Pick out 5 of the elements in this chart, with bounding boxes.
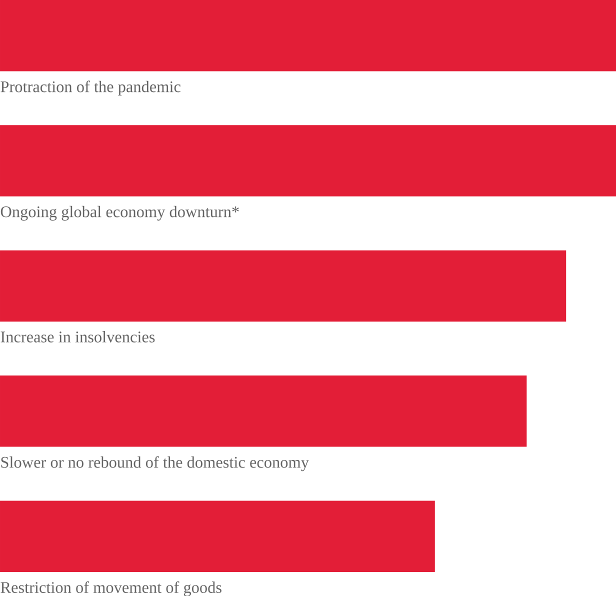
y-tick-label: Slower or no rebound of the domestic economy (1, 456, 309, 471)
y-tick-label: Ongoing global economy downturn* (0, 206, 239, 220)
y-tick-label: Increase in insolvencies (0, 330, 155, 342)
y-tick-label: Restriction of movement of goods (0, 581, 222, 596)
y-tick-label: Protraction of the pandemic (0, 80, 180, 96)
